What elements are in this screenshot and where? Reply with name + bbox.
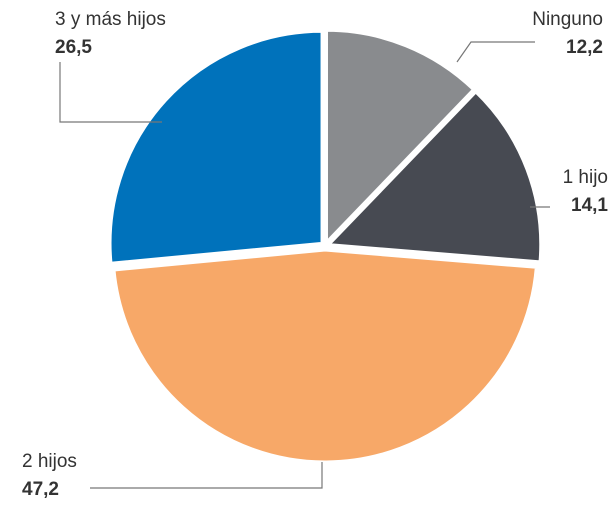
slice-label: 3 y más hijos (55, 9, 166, 30)
slice-label: 2 hijos (22, 451, 77, 472)
value-label: 14,1 (571, 195, 608, 216)
leader-line (59, 62, 162, 123)
pie-slice (325, 89, 543, 264)
value-label: 12,2 (566, 37, 603, 58)
slice-label: 1 hijo (563, 167, 608, 188)
leader-line (90, 462, 323, 489)
pie-slice (324, 28, 476, 247)
pie (108, 28, 543, 464)
value-label: 47,2 (22, 479, 59, 500)
pie-slice (108, 29, 324, 265)
value-label: 26,5 (55, 37, 92, 58)
leader-line (456, 41, 535, 63)
slice-label: Ninguno (532, 9, 603, 30)
pie-slice (112, 248, 538, 464)
